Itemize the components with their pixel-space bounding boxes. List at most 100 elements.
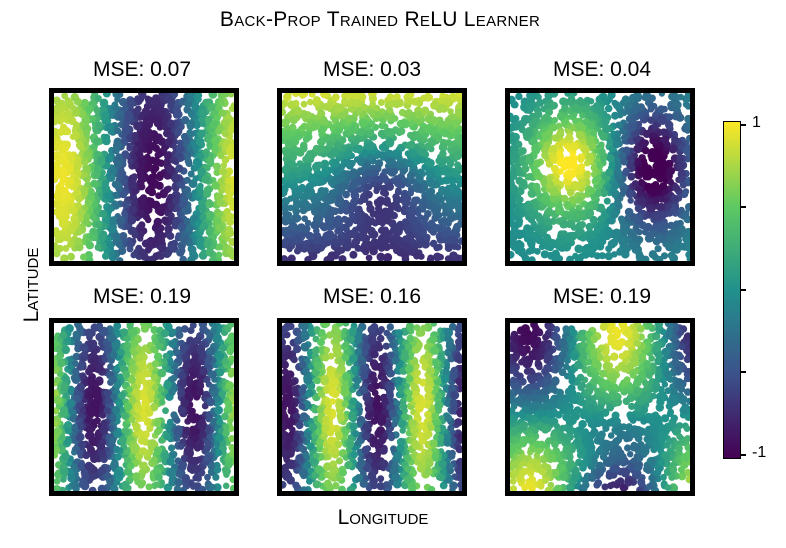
heatmap-dot — [287, 172, 296, 181]
heatmap-dot — [685, 251, 690, 259]
heatmap-dot — [83, 218, 91, 226]
heatmap-dot — [119, 170, 127, 177]
heatmap-dot — [456, 214, 462, 222]
heatmap-dot — [551, 257, 559, 261]
heatmap-dot — [579, 112, 586, 119]
heatmap-dot — [612, 141, 621, 149]
heatmap-dot — [607, 239, 617, 249]
heatmap-dot — [215, 192, 224, 201]
heatmap-dot — [101, 111, 110, 119]
heatmap-dot — [283, 226, 290, 234]
heatmap-dot — [347, 229, 356, 239]
heatmap-dot — [517, 188, 525, 195]
heatmap-dot — [209, 120, 219, 129]
heatmap-dot — [59, 176, 67, 184]
heatmap-dot — [532, 116, 541, 125]
heatmap-dot — [418, 228, 427, 237]
heatmap-dot — [193, 157, 201, 165]
heatmap-dot — [145, 143, 152, 150]
heatmap-dot — [586, 209, 595, 218]
heatmap-dot — [615, 121, 623, 129]
heatmap-dot — [224, 183, 232, 191]
heatmap-dot — [412, 132, 420, 140]
heatmap-dot — [283, 93, 292, 102]
heatmap-dot — [327, 178, 337, 187]
heatmap-dot — [138, 157, 147, 166]
heatmap-dot — [571, 103, 580, 113]
heatmap-dot — [386, 93, 394, 101]
heatmap-dot — [356, 218, 365, 227]
heatmap-dot — [392, 245, 402, 255]
heatmap-dot — [213, 168, 221, 177]
heatmap-dot — [79, 189, 88, 198]
heatmap-dot — [356, 186, 364, 193]
heatmap-dot — [566, 221, 573, 229]
heatmap-dot — [317, 187, 326, 196]
heatmap-dot — [180, 237, 188, 246]
heatmap-dot — [147, 188, 157, 197]
heatmap-dot — [567, 99, 575, 107]
heatmap-dot — [438, 186, 447, 195]
heatmap-dot — [391, 233, 401, 243]
heatmap-dot — [348, 172, 357, 180]
heatmap-dot — [83, 129, 91, 137]
heatmap-dot — [670, 130, 679, 139]
heatmap-dot — [189, 254, 196, 261]
heatmap-dot — [67, 241, 74, 248]
heatmap-dot — [400, 192, 408, 200]
heatmap-dot — [122, 128, 130, 135]
heatmap-dot — [381, 168, 389, 176]
heatmap-dot — [302, 200, 310, 208]
heatmap-dot — [528, 93, 537, 101]
heatmap-dot — [116, 215, 125, 225]
heatmap-dot — [377, 99, 385, 106]
heatmap-dot — [429, 116, 438, 125]
heatmap-dot — [549, 187, 559, 196]
heatmap-dot — [643, 171, 652, 181]
heatmap-dot — [514, 195, 523, 203]
heatmap-dot — [682, 210, 690, 217]
heatmap-dot — [162, 352, 170, 360]
heatmap-dot — [406, 172, 415, 180]
heatmap-dot — [450, 194, 458, 201]
heatmap-dot — [386, 168, 394, 176]
heatmap-dot — [421, 239, 430, 249]
heatmap-dot — [129, 226, 137, 235]
heatmap-dot — [54, 227, 60, 234]
heatmap-dot — [137, 95, 145, 103]
heatmap-dot — [172, 197, 180, 205]
heatmap-dot — [54, 158, 62, 167]
heatmap-dot — [75, 243, 84, 252]
heatmap-dot — [153, 481, 161, 488]
heatmap-dot — [588, 187, 596, 195]
heatmap-dot — [648, 250, 658, 259]
heatmap-dot — [127, 158, 134, 165]
heatmap-dot — [189, 245, 197, 253]
heatmap-dot — [670, 194, 679, 203]
heatmap-dot — [457, 254, 462, 261]
heatmap-dot — [393, 225, 402, 234]
heatmap-dot — [407, 131, 414, 139]
heatmap-dot — [407, 97, 415, 105]
heatmap-dot — [149, 130, 159, 139]
heatmap-dot — [181, 325, 189, 333]
heatmap-dot — [368, 142, 376, 150]
heatmap-dot — [365, 254, 373, 261]
heatmap-dot — [73, 97, 82, 106]
heatmap-dot — [309, 173, 317, 182]
heatmap-dot — [577, 153, 585, 161]
heatmap-dot — [626, 156, 635, 165]
heatmap-dot — [184, 176, 191, 184]
heatmap-dot — [530, 137, 538, 145]
heatmap-dot — [637, 167, 646, 177]
heatmap-dot — [54, 200, 59, 208]
heatmap-dot — [350, 93, 358, 100]
heatmap-dot — [102, 252, 110, 260]
heatmap-dot — [192, 474, 199, 482]
heatmap-dot — [335, 133, 342, 140]
heatmap-dot — [177, 389, 186, 398]
heatmap-dot — [637, 112, 645, 120]
heatmap-dot — [624, 207, 634, 217]
heatmap-dot — [540, 194, 550, 204]
heatmap-dot — [93, 208, 100, 215]
